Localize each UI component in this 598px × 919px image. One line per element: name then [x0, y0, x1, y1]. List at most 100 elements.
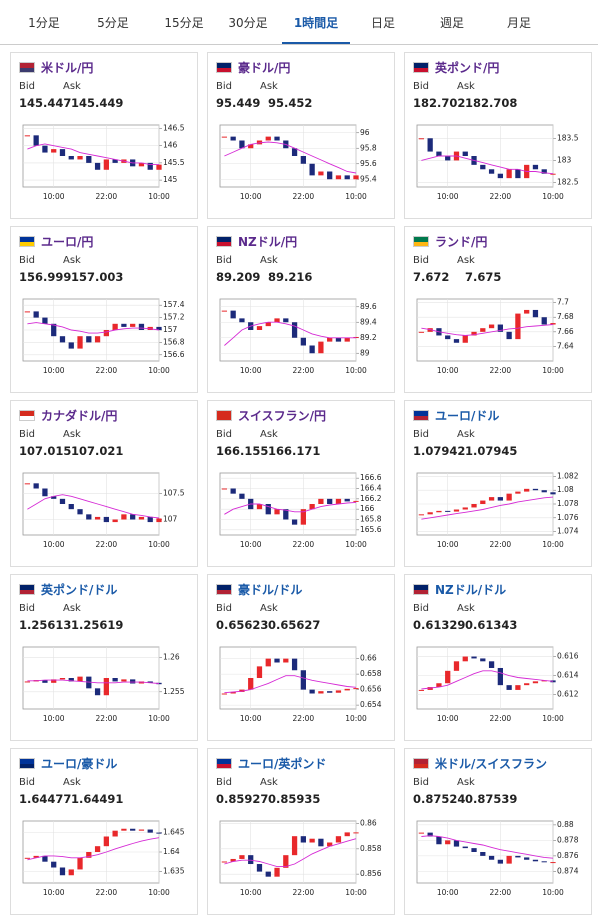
candle [24, 483, 31, 485]
rate-card[interactable]: カナダドル/円 Bid Ask 107.015 107.021 107 107.5 10:00… [10, 400, 198, 567]
candle [462, 846, 468, 849]
moving-average [224, 675, 357, 694]
flag-part [414, 241, 428, 246]
moving-average [421, 496, 554, 520]
rate-card[interactable]: 英ポンド/円 Bid Ask 182.702 182.708 182.5 183 183.5 1… [404, 52, 592, 219]
y-tick-label: 0.86 [360, 819, 377, 828]
rate-card[interactable]: NZドル/円 Bid Ask 89.209 89.216 89 89.2 89.4 89.6 10… [207, 226, 395, 393]
bid-label: Bid [216, 603, 232, 614]
rate-card[interactable]: 米ドル/スイスフラン Bid Ask 0.87524 0.87539 0.874 0.876… [404, 748, 592, 915]
candle [291, 519, 298, 525]
candle [94, 336, 101, 343]
x-tick-label: 10:00 [240, 888, 262, 897]
candle [221, 488, 228, 490]
candle [300, 337, 306, 346]
candle [445, 156, 451, 161]
y-tick-label: 157.4 [163, 300, 185, 309]
candle [156, 518, 162, 523]
flag-part [217, 759, 231, 764]
rate-card[interactable]: ユーロ/英ポンド Bid Ask 0.85927 0.85935 0.856 0.858 0.… [207, 748, 395, 915]
candle [77, 509, 83, 515]
y-tick-label: 1.074 [557, 527, 579, 536]
tab[interactable]: 週足 [439, 16, 464, 30]
flag-part [217, 237, 231, 242]
candle [130, 828, 136, 831]
candle [68, 504, 74, 510]
y-tick-label: 0.656 [360, 685, 382, 694]
moving-average [27, 143, 159, 166]
candle [541, 490, 547, 493]
candle [506, 331, 512, 340]
candle [427, 832, 433, 837]
candle [344, 498, 350, 502]
bid-value: 7.672 [413, 270, 450, 284]
x-tick-label: 22:00 [96, 540, 118, 549]
rate-card[interactable]: スイスフラン/円 Bid Ask 166.155 166.171 165.6 165.8 16… [207, 400, 395, 567]
flag-icon [216, 236, 232, 247]
candle [445, 670, 451, 684]
bid-label: Bid [216, 81, 232, 92]
candle [427, 687, 433, 690]
rate-card[interactable]: NZドル/ドル Bid Ask 0.61329 0.61343 0.612 0.614 0.6… [404, 574, 592, 741]
rate-card[interactable]: 豪ドル/ドル Bid Ask 0.65623 0.65627 0.654 0.656 0.65… [207, 574, 395, 741]
x-tick-label: 10:00 [43, 192, 65, 201]
rate-card[interactable]: 米ドル/円 Bid Ask 145.447 145.449 145 145.5 146 146.… [10, 52, 198, 219]
x-tick-label: 22:00 [490, 888, 512, 897]
candle [353, 688, 359, 690]
tab[interactable]: 1分足 [28, 16, 60, 30]
candle [524, 309, 530, 314]
candle [274, 318, 280, 323]
candle [318, 498, 324, 504]
pair-name: ユーロ/豪ドル [41, 757, 118, 771]
candle [221, 136, 228, 138]
candle [86, 336, 92, 343]
flag-part [217, 589, 231, 594]
candle [524, 683, 530, 686]
mini-chart: 145 145.5 146 146.5 10:00 22:00 10:00 [22, 123, 185, 201]
rate-card[interactable]: ランド/円 Bid Ask 7.672 7.675 7.64 7.66 7.68 7.7 10:0… [404, 226, 592, 393]
candle [24, 681, 31, 683]
rate-card[interactable]: 英ポンド/ドル Bid Ask 1.25613 1.25619 1.255 1.26 10:0… [10, 574, 198, 741]
plot-frame [22, 472, 160, 536]
candle [291, 836, 298, 856]
bid-value: 0.85927 [216, 792, 269, 806]
tab[interactable]: 日足 [370, 16, 395, 30]
x-tick-label: 22:00 [293, 192, 315, 201]
y-tick-label: 165.8 [360, 515, 382, 524]
x-tick-label: 10:00 [43, 540, 65, 549]
candle [524, 857, 530, 860]
plot-frame [219, 820, 357, 884]
candle [445, 840, 451, 845]
y-tick-label: 7.66 [557, 327, 574, 336]
rate-card[interactable]: ユーロ/ドル Bid Ask 1.07942 1.07945 1.074 1.076 1.07… [404, 400, 592, 567]
bid-label: Bid [413, 81, 429, 92]
bid-value: 107.015 [19, 444, 72, 458]
candle [532, 488, 539, 491]
candle [138, 516, 145, 520]
candle [230, 858, 236, 862]
bid-value: 145.447 [19, 96, 72, 110]
candle [103, 516, 109, 523]
tab[interactable]: 月足 [506, 16, 531, 30]
flag-part [217, 63, 231, 68]
rate-card[interactable]: ユーロ/円 Bid Ask 156.999 157.003 156.6 156.8 157 15… [10, 226, 198, 393]
tab[interactable]: 30分足 [228, 16, 268, 30]
y-tick-label: 1.645 [163, 828, 185, 837]
pair-name: ユーロ/円 [41, 235, 94, 249]
x-tick-label: 22:00 [490, 192, 512, 201]
y-tick-label: 1.078 [557, 499, 579, 508]
bid-label: Bid [413, 429, 429, 440]
moving-average [27, 679, 160, 684]
rate-card[interactable]: ユーロ/豪ドル Bid Ask 1.64477 1.64491 1.635 1.64 1.64… [10, 748, 198, 915]
rate-card[interactable]: 豪ドル/円 Bid Ask 95.449 95.452 95.4 95.6 95.8 96 10:… [207, 52, 395, 219]
tab[interactable]: 5分足 [97, 16, 129, 30]
ask-value: 182.708 [465, 96, 518, 110]
y-tick-label: 95.8 [360, 143, 377, 152]
tab[interactable]: 15分足 [164, 16, 204, 30]
candle [532, 164, 539, 170]
candle [515, 313, 521, 340]
y-tick-label: 146.5 [163, 123, 185, 132]
ask-label: Ask [260, 81, 278, 92]
tab[interactable]: 1時間足 [282, 0, 350, 44]
candle [462, 151, 468, 156]
